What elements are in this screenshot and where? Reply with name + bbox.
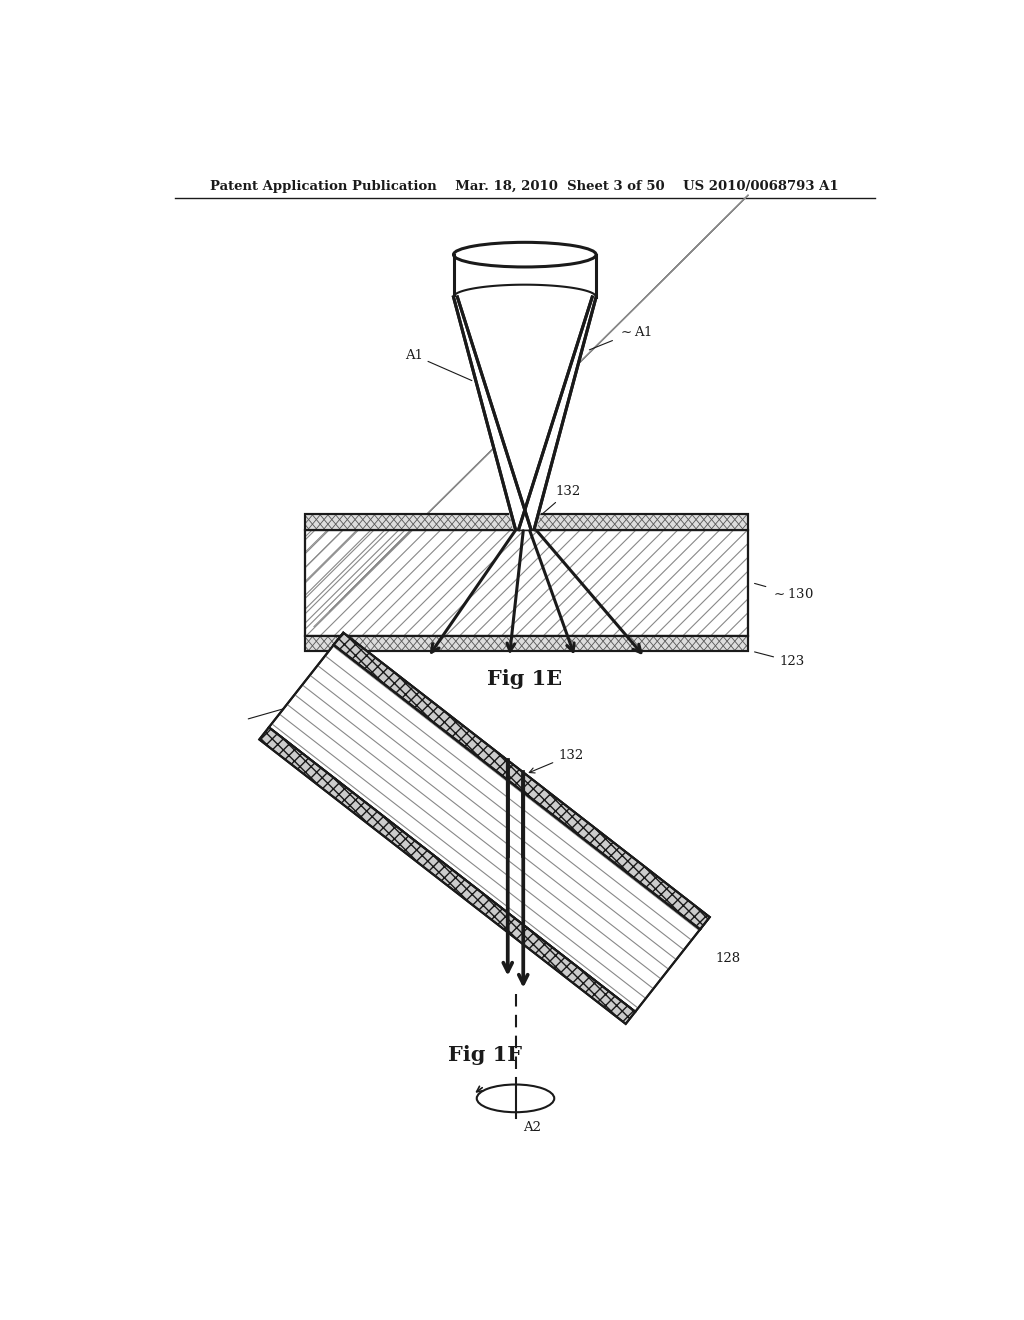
Bar bbox=[454, 255, 596, 297]
Text: A1: A1 bbox=[505, 314, 521, 335]
Text: 128: 128 bbox=[716, 952, 740, 965]
Text: $\sim$130: $\sim$130 bbox=[755, 583, 814, 601]
Bar bbox=[305, 515, 748, 529]
Polygon shape bbox=[334, 632, 710, 929]
Text: $\sim$130: $\sim$130 bbox=[248, 693, 335, 719]
Text: Patent Application Publication    Mar. 18, 2010  Sheet 3 of 50    US 2010/006879: Patent Application Publication Mar. 18, … bbox=[211, 180, 839, 193]
Text: $\sim$A1: $\sim$A1 bbox=[590, 325, 652, 350]
Polygon shape bbox=[269, 645, 700, 1011]
Text: Fig 1F: Fig 1F bbox=[447, 1045, 521, 1065]
Bar bbox=[305, 636, 748, 651]
Text: A1: A1 bbox=[485, 832, 504, 843]
Bar bbox=[305, 529, 748, 636]
Text: $\sim$A1: $\sim$A1 bbox=[528, 825, 593, 847]
Text: Fig 1E: Fig 1E bbox=[487, 669, 562, 689]
Polygon shape bbox=[454, 297, 596, 529]
Bar bbox=[305, 529, 748, 636]
Text: 123: 123 bbox=[755, 652, 804, 668]
Bar bbox=[305, 636, 748, 651]
Text: 132: 132 bbox=[531, 484, 581, 523]
Text: A2: A2 bbox=[523, 1122, 542, 1134]
Ellipse shape bbox=[454, 243, 596, 267]
Bar bbox=[305, 529, 748, 636]
Text: 132: 132 bbox=[529, 748, 584, 774]
Polygon shape bbox=[259, 727, 635, 1024]
Text: A1: A1 bbox=[404, 348, 472, 380]
Polygon shape bbox=[334, 632, 710, 929]
Ellipse shape bbox=[477, 1085, 554, 1113]
Bar bbox=[305, 515, 748, 529]
